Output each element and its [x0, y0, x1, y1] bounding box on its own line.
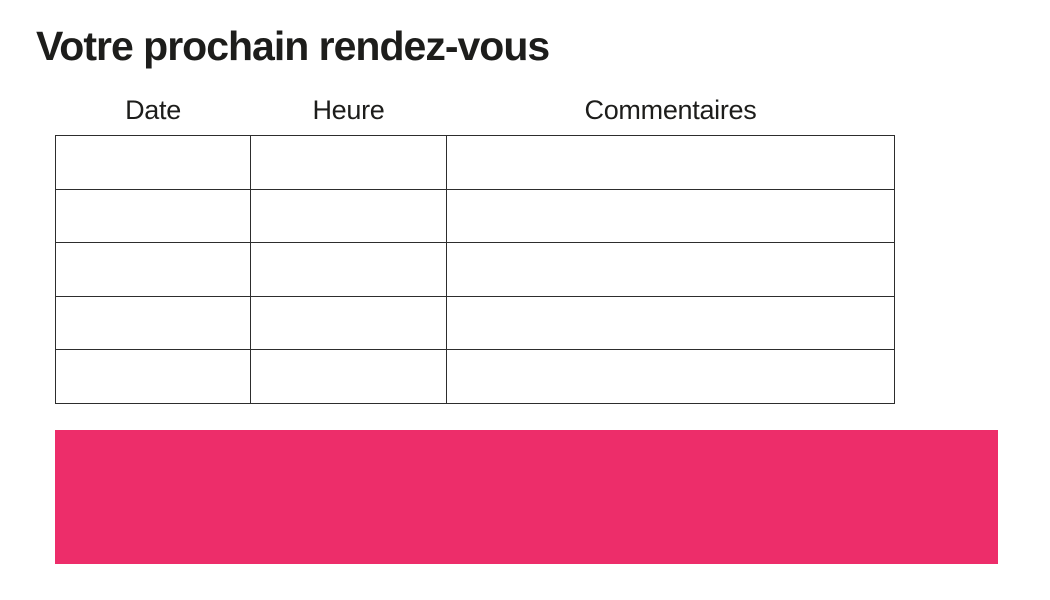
- table-cell: [250, 295, 447, 350]
- page-title: Votre prochain rendez-vous: [36, 23, 550, 69]
- column-header-heure: Heure: [312, 95, 385, 125]
- table-cell: [55, 135, 251, 190]
- table-cell: [55, 349, 251, 404]
- table-cell: [446, 295, 895, 350]
- table-row: [55, 295, 895, 350]
- table-body: [55, 135, 895, 404]
- table-row: [55, 135, 895, 190]
- table-row: [55, 349, 895, 404]
- column-header-date: Date: [125, 95, 181, 125]
- column-header-commentaires: Commentaires: [584, 95, 757, 125]
- table-cell: [250, 349, 447, 404]
- appointment-table-grid: Date Heure Commentaires: [55, 86, 895, 404]
- table-row: [55, 242, 895, 297]
- table-cell: [55, 242, 251, 297]
- table-cell: [250, 135, 447, 190]
- table-cell: [446, 135, 895, 190]
- table-header-row: Date Heure Commentaires: [56, 86, 895, 136]
- table-cell: [250, 188, 447, 243]
- table-cell: [446, 349, 895, 404]
- pink-footer-band: [55, 430, 998, 564]
- table-cell: [55, 188, 251, 243]
- table-row: [55, 188, 895, 243]
- table-cell: [250, 242, 447, 297]
- appointment-table: Date Heure Commentaires: [55, 86, 895, 404]
- table-cell: [446, 188, 895, 243]
- table-cell: [55, 295, 251, 350]
- table-cell: [446, 242, 895, 297]
